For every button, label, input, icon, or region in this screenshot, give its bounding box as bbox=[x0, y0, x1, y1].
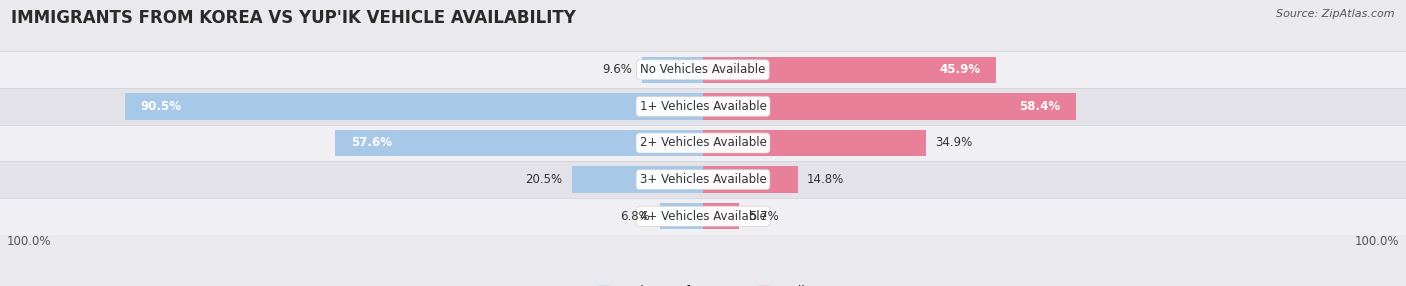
Bar bbox=[0, 88, 1406, 125]
Text: IMMIGRANTS FROM KOREA VS YUP'IK VEHICLE AVAILABILITY: IMMIGRANTS FROM KOREA VS YUP'IK VEHICLE … bbox=[11, 9, 576, 27]
Text: 14.8%: 14.8% bbox=[807, 173, 845, 186]
Text: 57.6%: 57.6% bbox=[352, 136, 392, 150]
Text: 34.9%: 34.9% bbox=[935, 136, 973, 150]
Bar bbox=[125, 93, 703, 120]
Text: 90.5%: 90.5% bbox=[141, 100, 181, 113]
Bar bbox=[0, 51, 1406, 88]
Bar bbox=[659, 203, 703, 229]
Text: No Vehicles Available: No Vehicles Available bbox=[640, 63, 766, 76]
Text: 20.5%: 20.5% bbox=[526, 173, 562, 186]
Bar bbox=[641, 57, 703, 83]
Bar bbox=[703, 203, 740, 229]
Bar bbox=[703, 166, 797, 193]
Text: 6.8%: 6.8% bbox=[620, 210, 650, 223]
Text: 4+ Vehicles Available: 4+ Vehicles Available bbox=[640, 210, 766, 223]
Text: 100.0%: 100.0% bbox=[1355, 235, 1399, 247]
Text: 3+ Vehicles Available: 3+ Vehicles Available bbox=[640, 173, 766, 186]
Bar bbox=[0, 161, 1406, 198]
Text: 1+ Vehicles Available: 1+ Vehicles Available bbox=[640, 100, 766, 113]
Text: 58.4%: 58.4% bbox=[1019, 100, 1060, 113]
Text: 2+ Vehicles Available: 2+ Vehicles Available bbox=[640, 136, 766, 150]
Legend: Immigrants from Korea, Yup'ik: Immigrants from Korea, Yup'ik bbox=[598, 285, 808, 286]
Bar bbox=[572, 166, 703, 193]
Bar bbox=[0, 198, 1406, 235]
Text: 5.7%: 5.7% bbox=[749, 210, 779, 223]
Bar bbox=[703, 57, 997, 83]
Bar bbox=[703, 130, 927, 156]
Text: 100.0%: 100.0% bbox=[7, 235, 51, 247]
Text: 45.9%: 45.9% bbox=[939, 63, 980, 76]
Bar bbox=[0, 125, 1406, 161]
Bar bbox=[335, 130, 703, 156]
Bar bbox=[703, 93, 1076, 120]
Text: Source: ZipAtlas.com: Source: ZipAtlas.com bbox=[1277, 9, 1395, 19]
Text: 9.6%: 9.6% bbox=[602, 63, 633, 76]
